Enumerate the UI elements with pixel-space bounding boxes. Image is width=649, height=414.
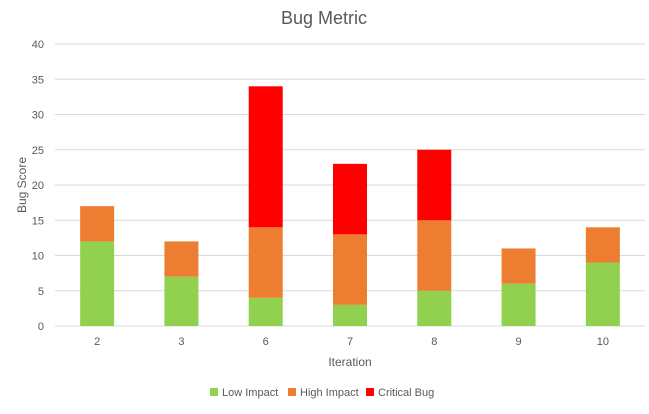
legend-label: Low Impact	[222, 387, 278, 399]
bar-high-impact	[333, 234, 367, 305]
y-tick-label: 30	[32, 110, 44, 122]
bar-low-impact	[333, 305, 367, 326]
bar-critical-bug	[249, 86, 283, 227]
y-tick-label: 35	[32, 74, 44, 86]
y-tick-label: 5	[38, 286, 44, 298]
chart-title: Bug Metric	[281, 8, 367, 28]
legend-swatch	[288, 388, 296, 396]
bar-high-impact	[164, 241, 198, 276]
bar-low-impact	[80, 241, 114, 326]
y-tick-label: 0	[38, 321, 44, 333]
bar-low-impact	[417, 291, 451, 326]
bar-low-impact	[586, 263, 620, 326]
y-axis-ticks: 0 5 10 15 20 25 30 35 40	[32, 39, 44, 333]
bar-low-impact	[249, 298, 283, 326]
bar-critical-bug	[333, 164, 367, 235]
y-tick-label: 10	[32, 251, 44, 263]
legend-label: High Impact	[300, 387, 359, 399]
bar-high-impact	[80, 206, 114, 241]
x-tick-label: 8	[431, 336, 437, 348]
x-tick-label: 6	[263, 336, 269, 348]
y-axis-title: Bug Score	[15, 157, 29, 213]
bar-critical-bug	[417, 150, 451, 221]
legend-label: Critical Bug	[378, 387, 434, 399]
y-tick-label: 20	[32, 180, 44, 192]
x-tick-label: 9	[516, 336, 522, 348]
bar-high-impact	[249, 227, 283, 297]
bar-high-impact	[417, 220, 451, 291]
legend-swatch	[366, 388, 374, 396]
bar-high-impact	[502, 248, 536, 283]
y-tick-label: 40	[32, 39, 44, 51]
x-tick-label: 2	[94, 336, 100, 348]
legend: Low Impact High Impact Critical Bug	[210, 387, 434, 399]
x-axis-title: Iteration	[328, 355, 371, 369]
bar-high-impact	[586, 227, 620, 262]
x-tick-label: 3	[178, 336, 184, 348]
bar-low-impact	[164, 277, 198, 326]
x-tick-label: 7	[347, 336, 353, 348]
y-tick-label: 15	[32, 215, 44, 227]
bar-series	[80, 86, 620, 326]
y-tick-label: 25	[32, 145, 44, 157]
x-axis-ticks: 2 3 6 7 8 9 10	[94, 336, 609, 348]
bar-low-impact	[502, 284, 536, 326]
x-tick-label: 10	[597, 336, 609, 348]
legend-swatch	[210, 388, 218, 396]
